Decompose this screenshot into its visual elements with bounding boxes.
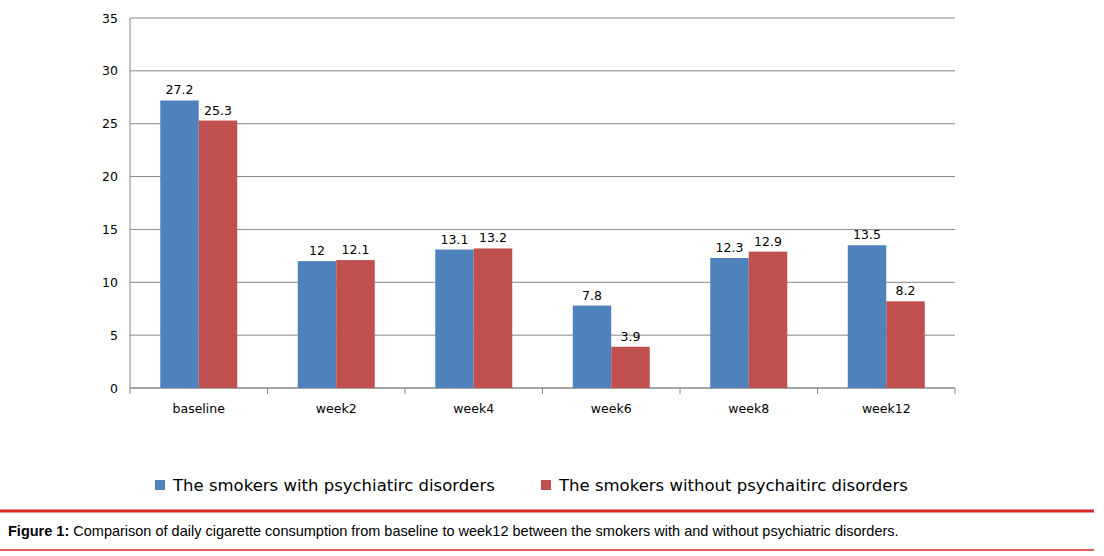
chart: 0 5 10 15 20 25 30 35 baseline week2 week4 week6 wee… <box>0 0 1104 556</box>
bar <box>886 301 925 388</box>
x-tick-label: week6 <box>591 401 632 416</box>
data-label: 27.2 <box>166 82 194 97</box>
bar <box>160 100 199 388</box>
x-tick-mark <box>542 388 543 394</box>
x-tick-mark <box>817 388 818 394</box>
legend-label: The smokers without psychaitirc disorder… <box>558 476 908 495</box>
legend-label: The smokers with psychiatirc disorders <box>172 476 495 495</box>
x-tick-label: week8 <box>728 401 769 416</box>
grid-line <box>130 176 955 177</box>
legend-swatch <box>541 480 551 490</box>
chart-root: 0 5 10 15 20 25 30 35 baseline week2 week4 week6 wee… <box>0 0 1104 556</box>
grid-line <box>130 70 955 71</box>
x-tick-label: week2 <box>316 401 357 416</box>
bar <box>435 250 474 388</box>
data-label: 13.5 <box>853 227 881 242</box>
y-tick-label: 35 <box>102 11 118 26</box>
x-tick-label: week12 <box>862 401 911 416</box>
data-label: 3.9 <box>621 329 641 344</box>
y-tick-label: 15 <box>102 222 118 237</box>
y-tick-label: 30 <box>102 63 118 78</box>
x-tick-mark <box>405 388 406 394</box>
grid-line <box>130 335 955 336</box>
grid-line <box>130 123 955 124</box>
y-tick-label: 25 <box>102 116 118 131</box>
bar <box>474 248 513 388</box>
bar <box>749 252 788 388</box>
bar <box>611 347 650 388</box>
data-label: 12.1 <box>342 242 370 257</box>
y-tick-label: 5 <box>110 328 118 343</box>
caption-rule <box>0 510 1094 513</box>
caption-text: Comparison of daily cigarette consumptio… <box>69 523 898 539</box>
data-label: 12.3 <box>716 240 744 255</box>
data-label: 8.2 <box>896 283 916 298</box>
caption-rule <box>0 549 1094 551</box>
bar <box>336 260 375 388</box>
x-tick-mark <box>680 388 681 394</box>
x-tick-mark <box>267 388 268 394</box>
bar <box>199 121 238 388</box>
y-tick-label: 0 <box>110 381 118 396</box>
x-tick-mark <box>955 388 956 394</box>
data-label: 13.1 <box>441 232 469 247</box>
legend: The smokers with psychiatirc disorders Th… <box>155 476 908 495</box>
data-label: 12.9 <box>754 234 782 249</box>
caption: Figure 1: Comparison of daily cigarette … <box>8 523 899 539</box>
data-label: 25.3 <box>204 103 232 118</box>
data-label: 13.2 <box>479 230 507 245</box>
data-labels: 27.2 12 13.1 7.8 12.3 13.5 25.3 12.1 13.2 3.9 12.9… <box>166 82 916 343</box>
x-tick-mark <box>130 388 131 394</box>
x-tick-label: week4 <box>453 401 494 416</box>
y-tick-label: 20 <box>102 169 118 184</box>
data-label: 7.8 <box>582 288 602 303</box>
caption-label: Figure 1: <box>8 523 69 539</box>
bar <box>848 245 887 388</box>
bar <box>573 306 612 388</box>
grid-line <box>130 282 955 283</box>
bar <box>710 258 749 388</box>
data-label: 12 <box>309 243 325 258</box>
x-tick-label: baseline <box>173 401 226 416</box>
y-axis-line <box>130 18 131 388</box>
bar <box>298 261 337 388</box>
y-tick-label: 10 <box>102 275 118 290</box>
legend-swatch <box>155 480 165 490</box>
bars <box>160 100 925 388</box>
grid-line <box>130 18 955 19</box>
grid-line <box>130 229 955 230</box>
